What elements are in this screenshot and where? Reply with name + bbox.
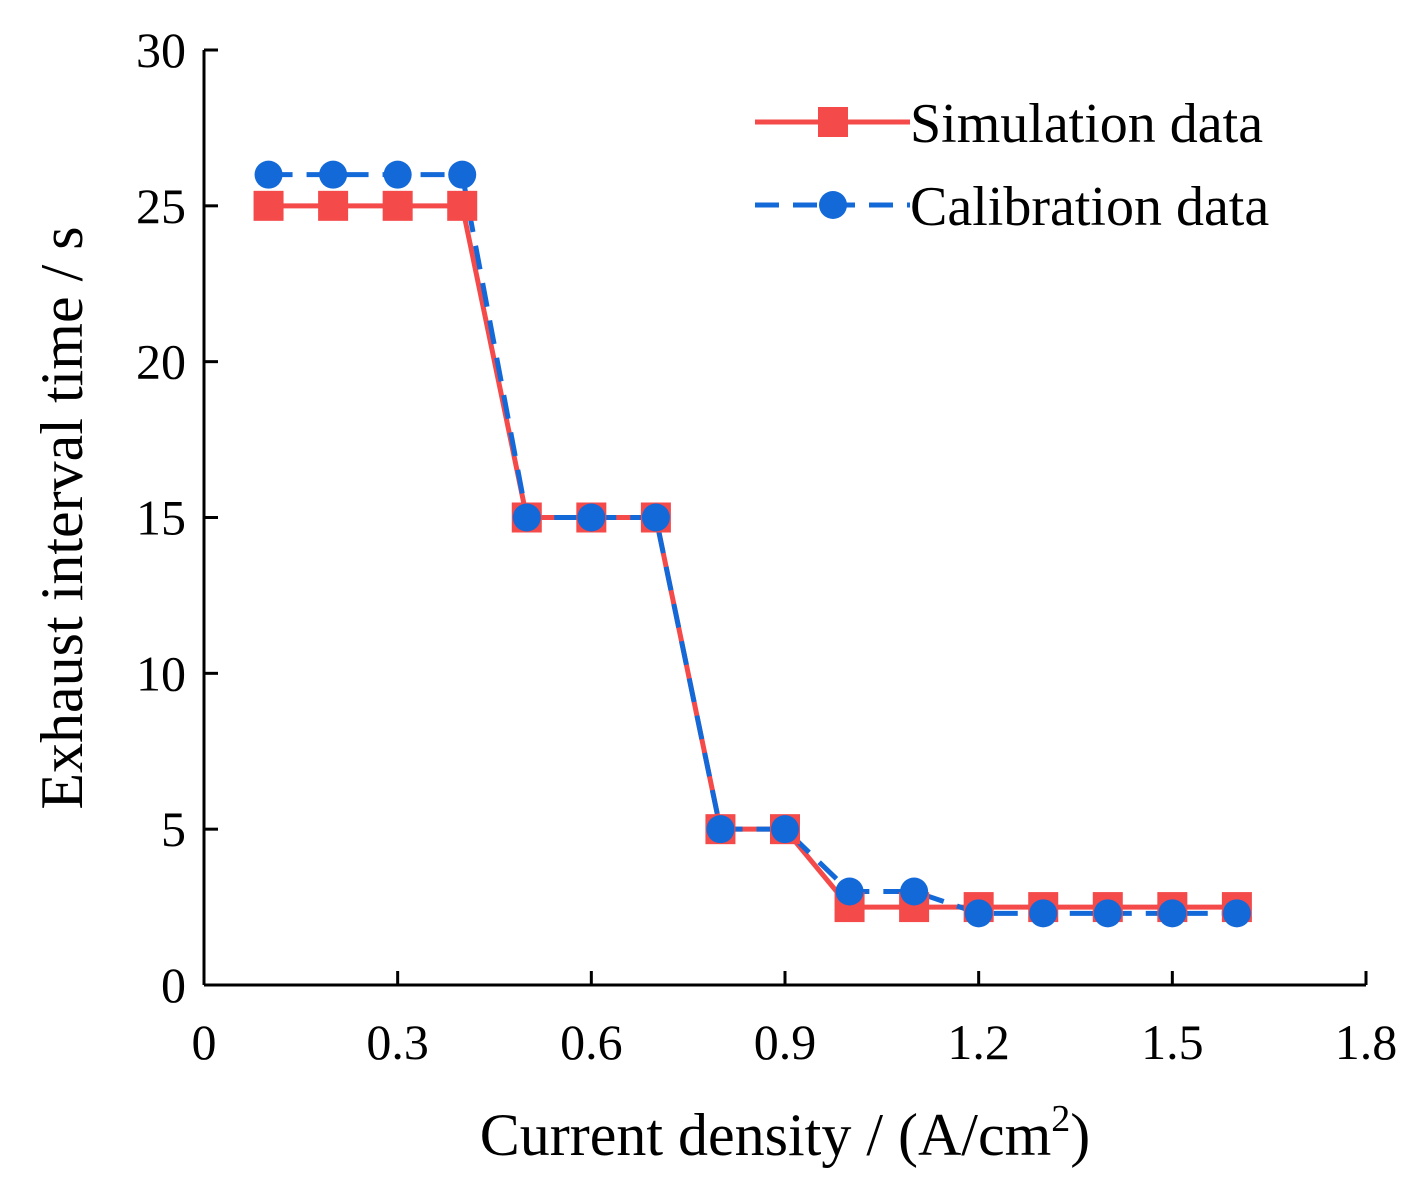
legend: Simulation data Calibration data [755,93,1269,238]
x-axis-title-superscript: 2 [1051,1098,1070,1140]
ticks: 0 0.3 0.6 0.9 1.2 1.5 1.8 0 5 10 15 20 25 30 [136,22,1397,1070]
data-point-circle [1029,899,1058,928]
x-tick-label: 1.2 [947,1014,1010,1070]
legend-item-calibration: Calibration data [755,176,1269,238]
data-point-circle [835,877,864,906]
legend-item-simulation: Simulation data [755,93,1263,155]
data-point-circle [1093,899,1122,928]
data-point-circle [1158,899,1187,928]
x-axis-title: Current density / (A/cm2) [480,1098,1091,1168]
series-line-calibration [268,172,1237,916]
data-point-circle [706,815,735,844]
y-tick-label: 10 [136,645,186,701]
data-point-circle [319,160,348,189]
y-tick-label: 20 [136,334,186,390]
x-tick-label: 0.9 [754,1014,817,1070]
x-tick-label: 0 [192,1014,217,1070]
data-point-circle [383,160,412,189]
data-point-circle [964,899,993,928]
y-tick-label: 0 [161,957,186,1013]
x-tick-label: 1.5 [1141,1014,1204,1070]
data-point-circle [900,877,929,906]
data-point-circle [1222,899,1251,928]
data-point-circle [254,160,283,189]
data-point-square [318,190,349,221]
y-tick-label: 25 [136,178,186,234]
legend-marker-circle [819,191,847,219]
data-point-circle [641,503,670,532]
x-tick-label: 1.8 [1335,1014,1398,1070]
data-point-square [382,190,413,221]
x-tick-label: 0.6 [560,1014,623,1070]
data-point-square [447,190,478,221]
data-point-circle [577,503,606,532]
data-point-square [253,190,284,221]
legend-label-calibration: Calibration data [910,176,1269,238]
y-tick-label: 30 [136,22,186,78]
series [253,160,1252,928]
data-point-circle [448,160,477,189]
series-line-simulation [268,203,1237,910]
data-point-circle [512,503,541,532]
y-tick-label: 5 [161,801,186,857]
data-point-circle [771,815,799,844]
y-tick-label: 15 [136,490,186,546]
legend-label-simulation: Simulation data [910,93,1263,155]
legend-marker-square [818,107,848,137]
x-tick-label: 0.3 [366,1014,429,1070]
y-axis-title: Exhaust interval time / s [29,226,95,809]
